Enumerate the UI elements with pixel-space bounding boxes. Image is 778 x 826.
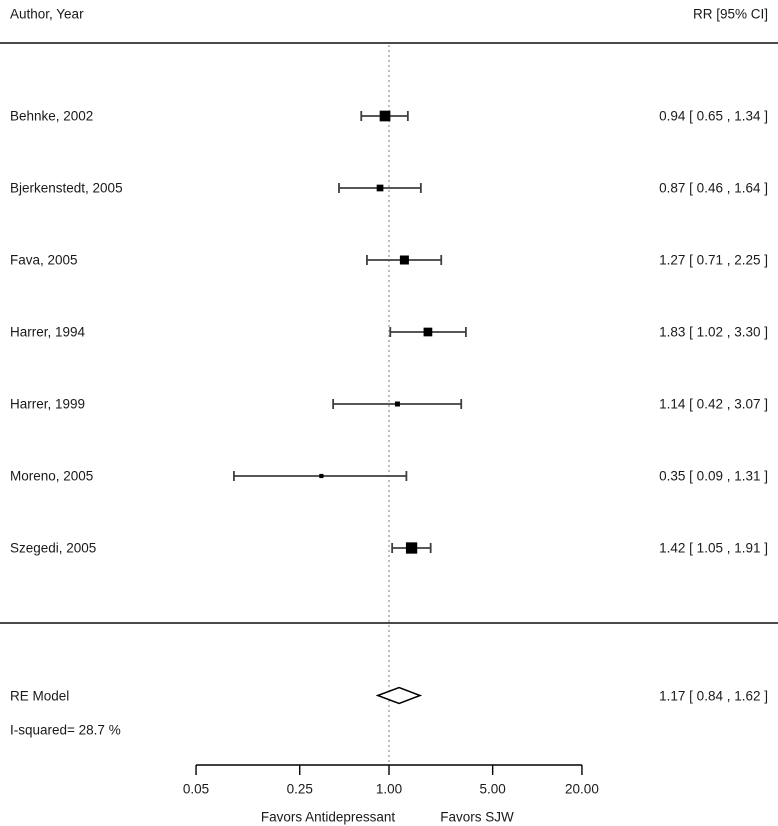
study-ci-value: 1.27 [ 0.71 , 2.25 ]: [659, 252, 768, 268]
study-label: Moreno, 2005: [10, 468, 94, 484]
x-axis-tick-label: 0.05: [182, 781, 210, 797]
study-ci-value: 0.35 [ 0.09 , 1.31 ]: [659, 468, 768, 484]
summary-ci-value: 1.17 [ 0.84 , 1.62 ]: [659, 687, 768, 703]
x-axis-tick-label: 20.00: [565, 781, 599, 797]
point-estimate-marker: [405, 542, 418, 554]
x-axis-tick-label: 5.00: [479, 781, 506, 797]
point-estimate-marker: [399, 255, 409, 265]
favors-sjw-label: Favors SJW: [440, 809, 514, 825]
point-estimate-marker: [423, 327, 433, 337]
study-label: Behnke, 2002: [10, 108, 94, 124]
point-estimate-marker: [376, 184, 384, 192]
study-label: Fava, 2005: [10, 252, 78, 268]
study-ci-value: 1.14 [ 0.42 , 3.07 ]: [659, 396, 768, 412]
point-estimate-marker: [319, 473, 324, 479]
study-ci-value: 0.94 [ 0.65 , 1.34 ]: [659, 108, 768, 124]
study-ci-value: 1.42 [ 1.05 , 1.91 ]: [659, 540, 768, 556]
study-label: Harrer, 1999: [10, 396, 86, 412]
column-header-rr-ci: RR [95% CI]: [692, 6, 768, 22]
heterogeneity-label: I-squared= 28.7 %: [10, 722, 121, 738]
study-label: Bjerkenstedt, 2005: [10, 180, 123, 196]
summary-label: RE Model: [10, 687, 70, 703]
study-ci-value: 0.87 [ 0.46 , 1.64 ]: [659, 180, 768, 196]
favors-antidepressant-label: Favors Antidepressant: [260, 809, 396, 825]
summary-diamond: [375, 686, 423, 705]
point-estimate-marker: [379, 110, 391, 122]
column-header-author-year: Author, Year: [10, 6, 84, 22]
point-estimate-marker: [394, 401, 400, 407]
x-axis-tick-label: 1.00: [375, 781, 403, 797]
study-label: Harrer, 1994: [10, 324, 86, 340]
x-axis-tick-label: 0.25: [286, 781, 313, 797]
study-label: Szegedi, 2005: [10, 540, 97, 556]
study-ci-value: 1.83 [ 1.02 , 3.30 ]: [659, 324, 768, 340]
